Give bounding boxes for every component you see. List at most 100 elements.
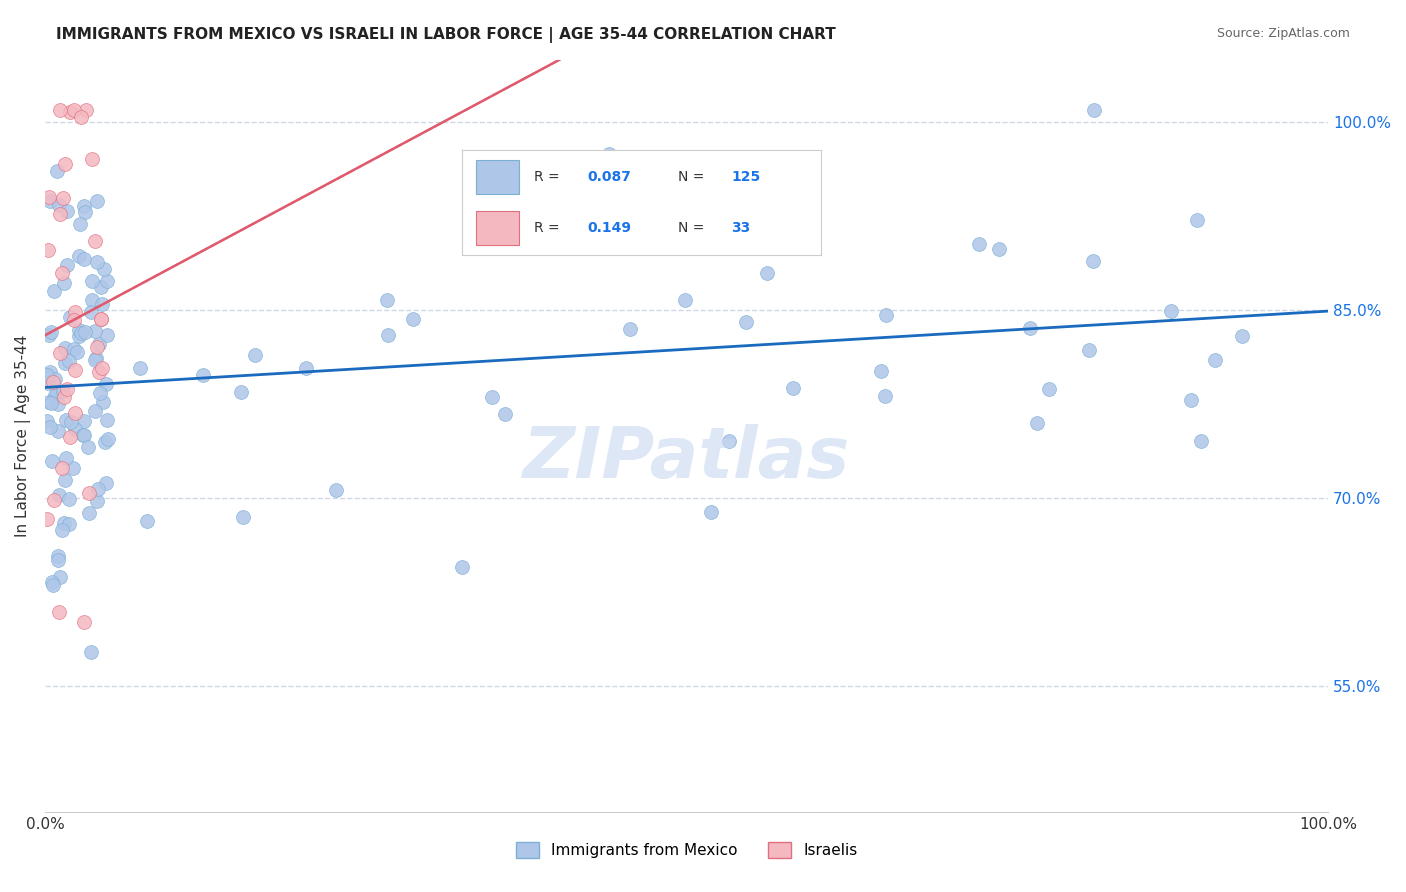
Immigrants from Mexico [700, 505, 723, 519]
Immigrants from Mexico [89, 386, 111, 401]
Immigrants from Mexico [735, 315, 758, 329]
Immigrants from Mexico [598, 147, 620, 161]
Immigrants from Mexico [46, 549, 69, 564]
Immigrants from Mexico [37, 376, 59, 391]
Israelis [37, 243, 59, 257]
Immigrants from Mexico [72, 427, 94, 442]
Immigrants from Mexico [93, 262, 115, 277]
Immigrants from Mexico [80, 274, 103, 288]
Immigrants from Mexico [75, 325, 97, 339]
Immigrants from Mexico [1019, 321, 1042, 335]
Immigrants from Mexico [76, 441, 98, 455]
Immigrants from Mexico [56, 204, 79, 219]
Israelis [53, 390, 76, 404]
Immigrants from Mexico [55, 259, 77, 273]
Israelis [63, 103, 86, 117]
Immigrants from Mexico [53, 473, 76, 487]
Immigrants from Mexico [73, 205, 96, 219]
Immigrants from Mexico [41, 574, 63, 589]
Immigrants from Mexico [1038, 382, 1060, 396]
Immigrants from Mexico [38, 395, 60, 409]
Israelis [59, 105, 82, 120]
Israelis [63, 363, 86, 377]
Immigrants from Mexico [96, 274, 118, 288]
Immigrants from Mexico [69, 326, 91, 341]
Israelis [82, 153, 104, 167]
Immigrants from Mexico [96, 412, 118, 426]
Immigrants from Mexico [987, 243, 1010, 257]
Immigrants from Mexico [39, 419, 62, 434]
Immigrants from Mexico [93, 395, 115, 409]
Immigrants from Mexico [42, 578, 65, 592]
Immigrants from Mexico [243, 349, 266, 363]
Immigrants from Mexico [1204, 353, 1226, 368]
Immigrants from Mexico [63, 422, 86, 436]
Immigrants from Mexico [1191, 434, 1213, 448]
Israelis [77, 486, 100, 500]
Immigrants from Mexico [39, 396, 62, 410]
Immigrants from Mexico [53, 341, 76, 355]
Immigrants from Mexico [1025, 416, 1047, 430]
Immigrants from Mexico [63, 342, 86, 356]
Immigrants from Mexico [67, 249, 90, 263]
Immigrants from Mexico [91, 297, 114, 311]
Immigrants from Mexico [94, 476, 117, 491]
Immigrants from Mexico [1083, 253, 1105, 268]
Immigrants from Mexico [37, 414, 59, 428]
Immigrants from Mexico [59, 415, 82, 429]
Immigrants from Mexico [402, 311, 425, 326]
Israelis [90, 312, 112, 326]
Israelis [83, 234, 105, 248]
Immigrants from Mexico [870, 364, 893, 378]
Text: Source: ZipAtlas.com: Source: ZipAtlas.com [1216, 27, 1350, 40]
Immigrants from Mexico [80, 304, 103, 318]
Immigrants from Mexico [1232, 328, 1254, 343]
Immigrants from Mexico [619, 322, 641, 336]
Immigrants from Mexico [782, 381, 804, 395]
Immigrants from Mexico [52, 276, 75, 290]
Israelis [69, 110, 91, 124]
Immigrants from Mexico [58, 516, 80, 531]
Immigrants from Mexico [77, 506, 100, 520]
Immigrants from Mexico [1077, 343, 1099, 357]
Immigrants from Mexico [46, 553, 69, 567]
Immigrants from Mexico [69, 217, 91, 231]
Immigrants from Mexico [44, 388, 66, 402]
Immigrants from Mexico [86, 194, 108, 209]
Immigrants from Mexico [96, 327, 118, 342]
Israelis [53, 157, 76, 171]
Immigrants from Mexico [39, 365, 62, 379]
Immigrants from Mexico [232, 510, 254, 524]
Immigrants from Mexico [84, 404, 107, 418]
Israelis [44, 492, 66, 507]
Immigrants from Mexico [83, 353, 105, 368]
Immigrants from Mexico [51, 523, 73, 537]
Immigrants from Mexico [62, 461, 84, 475]
Israelis [89, 311, 111, 326]
Israelis [90, 360, 112, 375]
Immigrants from Mexico [967, 237, 990, 252]
Immigrants from Mexico [294, 360, 316, 375]
Legend: Immigrants from Mexico, Israelis: Immigrants from Mexico, Israelis [509, 836, 863, 864]
Immigrants from Mexico [82, 293, 104, 307]
Israelis [38, 190, 60, 204]
Immigrants from Mexico [451, 560, 474, 574]
Immigrants from Mexico [38, 194, 60, 208]
Immigrants from Mexico [79, 645, 101, 659]
Immigrants from Mexico [38, 328, 60, 343]
Israelis [59, 430, 82, 444]
Immigrants from Mexico [325, 483, 347, 497]
Immigrants from Mexico [67, 323, 90, 337]
Immigrants from Mexico [55, 413, 77, 427]
Immigrants from Mexico [44, 371, 66, 385]
Immigrants from Mexico [873, 389, 896, 403]
Immigrants from Mexico [1160, 304, 1182, 318]
Immigrants from Mexico [48, 569, 70, 583]
Immigrants from Mexico [129, 361, 152, 376]
Text: IMMIGRANTS FROM MEXICO VS ISRAELI IN LABOR FORCE | AGE 35-44 CORRELATION CHART: IMMIGRANTS FROM MEXICO VS ISRAELI IN LAB… [56, 27, 837, 43]
Immigrants from Mexico [495, 407, 517, 421]
Immigrants from Mexico [48, 198, 70, 212]
Immigrants from Mexico [229, 384, 252, 399]
Immigrants from Mexico [58, 353, 80, 368]
Israelis [48, 207, 70, 221]
